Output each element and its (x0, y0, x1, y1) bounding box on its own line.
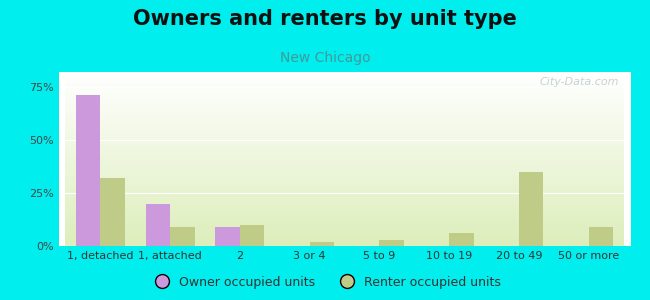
Bar (519, 172, 543, 246)
Bar (170, 227, 194, 246)
Bar (380, 240, 404, 246)
Bar (76, 95, 100, 246)
Text: City-Data.com: City-Data.com (540, 77, 619, 87)
Bar (589, 227, 613, 246)
Bar (100, 178, 125, 246)
Text: New Chicago: New Chicago (280, 51, 370, 65)
Legend: Owner occupied units, Renter occupied units: Owner occupied units, Renter occupied un… (144, 271, 506, 294)
Bar (449, 233, 474, 246)
Bar (240, 225, 265, 246)
Text: Owners and renters by unit type: Owners and renters by unit type (133, 9, 517, 29)
Bar (146, 204, 170, 246)
Bar (309, 242, 334, 246)
Bar (215, 227, 240, 246)
